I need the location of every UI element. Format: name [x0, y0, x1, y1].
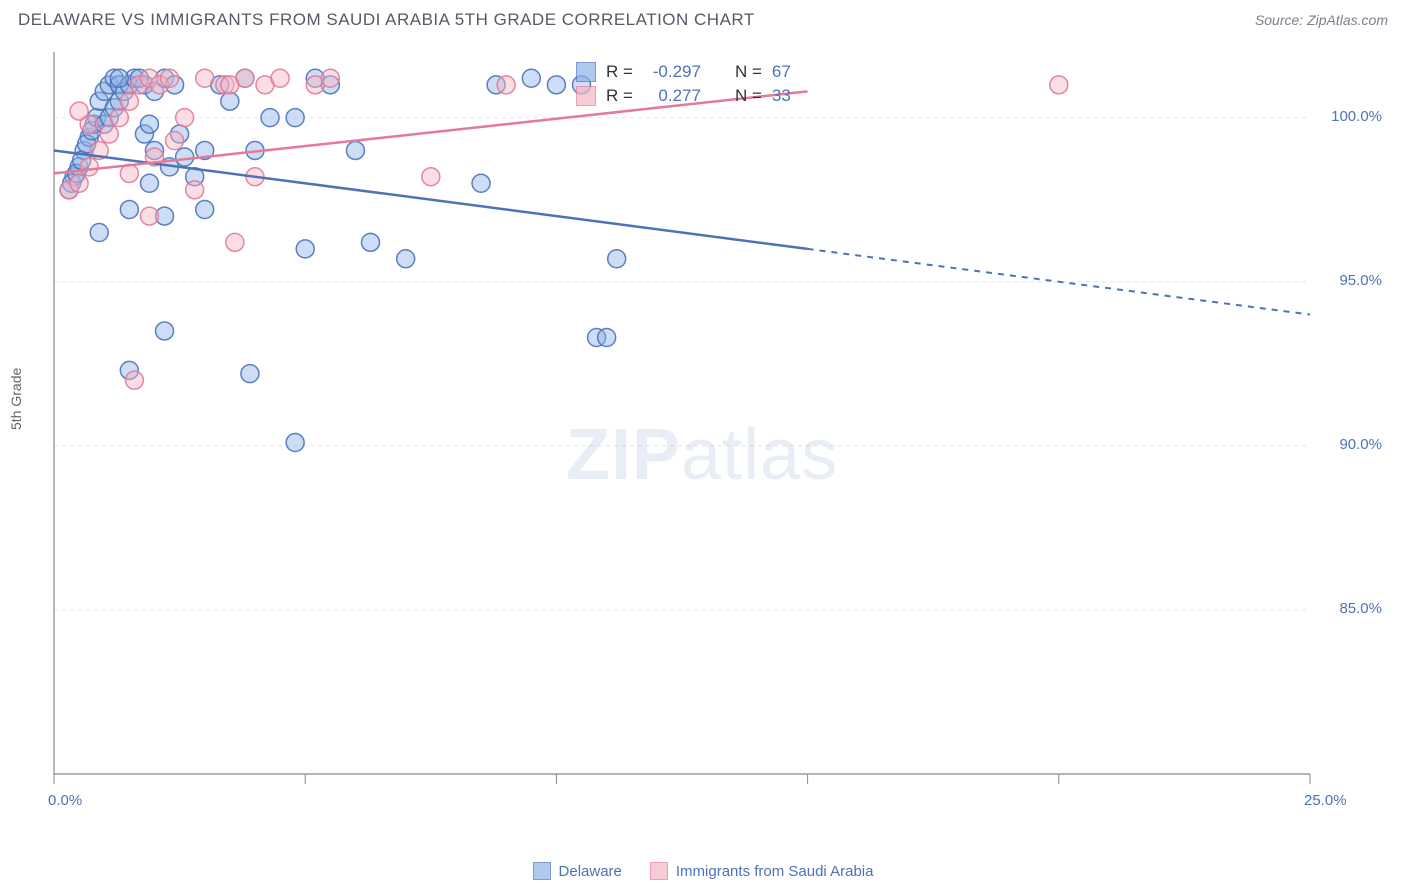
stat-legend: R = -0.297 N = 67 R = 0.277 N = 33 — [576, 62, 791, 110]
chart-title: DELAWARE VS IMMIGRANTS FROM SAUDI ARABIA… — [18, 10, 755, 30]
y-tick-label: 85.0% — [1339, 600, 1382, 617]
y-tick-label: 95.0% — [1339, 272, 1382, 289]
legend-item: Delaware — [533, 862, 622, 880]
x-tick-label: 0.0% — [48, 792, 82, 809]
legend-swatch — [576, 62, 596, 82]
stat-n-label: N = — [735, 62, 762, 82]
bottom-legend: Delaware Immigrants from Saudi Arabia — [0, 862, 1406, 880]
stat-legend-row: R = -0.297 N = 67 — [576, 62, 791, 82]
legend-label: Delaware — [559, 863, 622, 880]
stat-r-value: -0.297 — [643, 62, 701, 82]
legend-label: Immigrants from Saudi Arabia — [676, 863, 874, 880]
stat-r-value: 0.277 — [643, 86, 701, 106]
stat-n-value: 67 — [772, 62, 791, 82]
title-bar: DELAWARE VS IMMIGRANTS FROM SAUDI ARABIA… — [0, 0, 1406, 34]
y-tick-label: 100.0% — [1331, 108, 1382, 125]
y-tick-label: 90.0% — [1339, 436, 1382, 453]
plot-area: ZIPatlas R =-0.297N =67R =0.277N =33 85.… — [46, 44, 1390, 834]
stat-n-value: 33 — [772, 86, 791, 106]
legend-swatch — [576, 86, 596, 106]
legend-swatch — [533, 862, 551, 880]
legend-item: Immigrants from Saudi Arabia — [650, 862, 874, 880]
stat-r-label: R = — [606, 86, 633, 106]
stat-n-label: N = — [735, 86, 762, 106]
stat-legend-row: R = 0.277 N = 33 — [576, 86, 791, 106]
stat-r-label: R = — [606, 62, 633, 82]
scatter-plot-svg — [46, 44, 1390, 834]
legend-swatch — [650, 862, 668, 880]
x-tick-label: 25.0% — [1304, 792, 1347, 809]
y-axis-label: 5th Grade — [8, 368, 24, 430]
source-label: Source: ZipAtlas.com — [1255, 12, 1388, 28]
